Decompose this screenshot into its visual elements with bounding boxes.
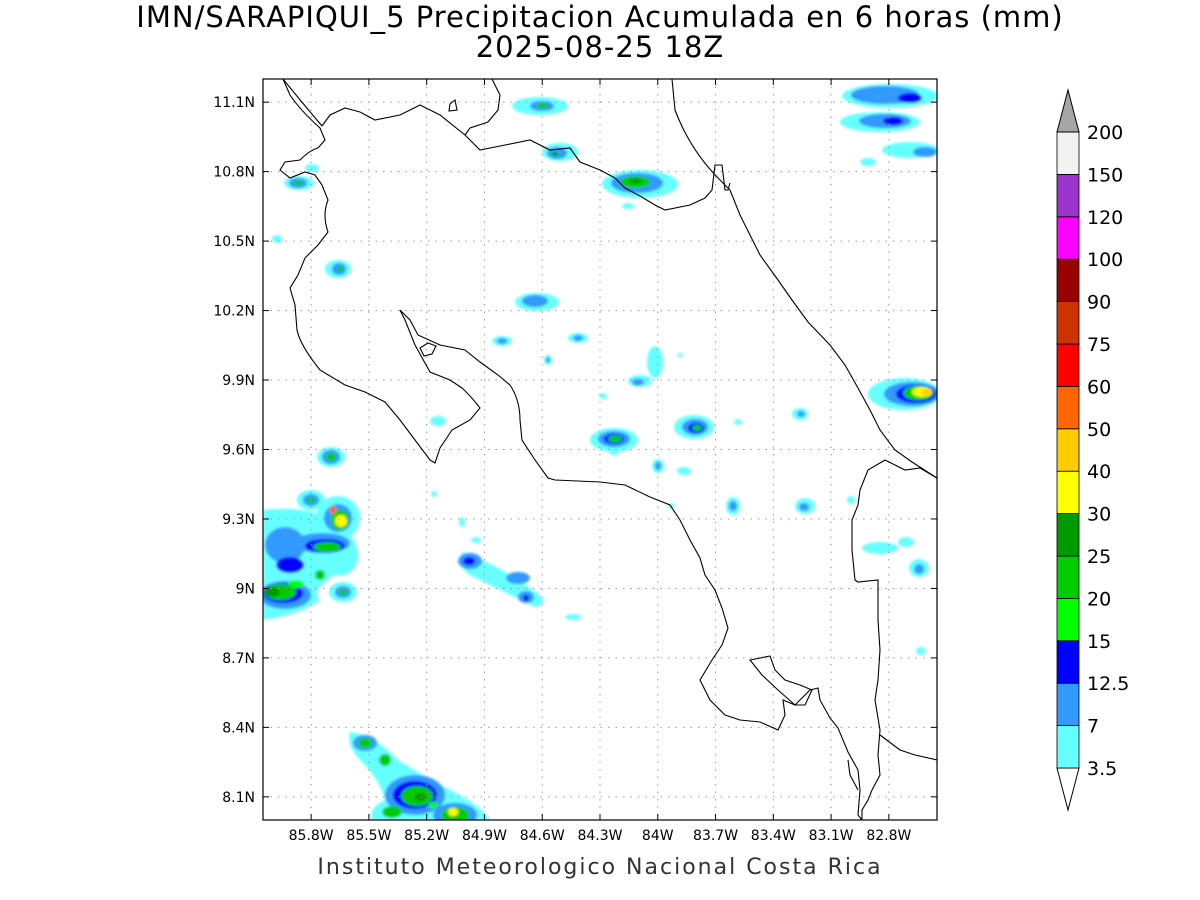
lon-tick-label: 85.8W	[289, 828, 334, 844]
colorbar-box	[1056, 682, 1080, 727]
colorbar-box	[1056, 555, 1080, 599]
precip-cell	[590, 428, 638, 455]
precip-cell	[674, 408, 808, 439]
lat-tick-label: 8.4N	[222, 720, 255, 736]
colorbar-label: 12.5	[1087, 673, 1129, 695]
lon-tick-label: 84.3W	[577, 828, 622, 844]
map-title: IMN/SARAPIQUI_5 Precipitacion Acumulada …	[136, 0, 1064, 34]
map-valid-time: 2025-08-25 18Z	[475, 30, 725, 64]
lat-tick-label: 10.2N	[213, 304, 255, 320]
colorbar-box	[1056, 343, 1080, 387]
lat-tick-label: 9.9N	[222, 373, 255, 389]
precip-cell	[272, 164, 319, 243]
colorbar-box	[1056, 725, 1080, 769]
colorbar-label: 100	[1087, 249, 1123, 271]
colorbar-label: 50	[1087, 419, 1111, 441]
precip-cell	[458, 517, 581, 620]
colorbar-under-triangle	[1056, 767, 1080, 812]
precip-cell	[602, 170, 678, 209]
footer-credit: Instituto Meteorologico Nacional Costa R…	[317, 855, 883, 880]
lon-tick-label: 85.5W	[346, 828, 391, 844]
colorbar-label: 40	[1087, 461, 1111, 483]
lon-tick-label: 85.2W	[404, 828, 449, 844]
precip-cell	[349, 732, 490, 820]
colorbar-label: 30	[1087, 504, 1111, 526]
lon-tick-label: 84.9W	[462, 828, 507, 844]
colorbar-label: 20	[1087, 588, 1111, 610]
colorbar-box	[1056, 640, 1080, 684]
lat-tick-label: 9N	[236, 581, 255, 597]
colorbar-box	[1056, 131, 1080, 175]
colorbar-box	[1056, 428, 1080, 472]
precip-cell	[492, 293, 588, 365]
colorbar-box	[1056, 598, 1080, 642]
colorbar-label: 150	[1087, 164, 1123, 186]
precip-cell	[868, 378, 937, 410]
lat-tick-label: 8.1N	[222, 790, 255, 806]
colorbar-over-triangle	[1056, 88, 1080, 133]
coastline-borders	[279, 79, 937, 820]
lon-tick-label: 83.1W	[809, 828, 854, 844]
lat-tick-label: 10.8N	[213, 165, 255, 181]
lon-tick-label: 83.7W	[693, 828, 738, 844]
colorbar-box	[1056, 173, 1080, 218]
colorbar-box	[1056, 258, 1080, 303]
precip-cell	[263, 490, 360, 620]
colorbar-box	[1056, 513, 1080, 557]
colorbar: 3.5 7 12.5 15 20 25 30 40 50 60 75 90 100 120 150 200	[1056, 88, 1129, 812]
lat-tick-label: 9.3N	[222, 512, 255, 528]
colorbar-label: 90	[1087, 292, 1111, 314]
lat-tick-label: 8.7N	[222, 651, 255, 667]
colorbar-label: 7	[1087, 716, 1099, 738]
colorbar-label: 200	[1087, 122, 1123, 144]
colorbar-label: 15	[1087, 631, 1111, 653]
lat-tick-label: 11.1N	[213, 95, 255, 111]
lon-tick-label: 84W	[642, 828, 674, 844]
colorbar-label: 25	[1087, 546, 1111, 568]
lon-tick-label: 83.4W	[751, 828, 796, 844]
precip-cell	[599, 346, 683, 399]
lon-tick-label: 82.8W	[866, 828, 911, 844]
colorbar-box	[1056, 470, 1080, 515]
colorbar-box	[1056, 216, 1080, 260]
precip-cell	[512, 97, 568, 115]
lat-tick-label: 9.6N	[222, 443, 255, 459]
precip-cell	[840, 84, 937, 166]
precip-cell	[317, 416, 691, 497]
colorbar-box	[1056, 301, 1080, 345]
precipitation-field	[263, 84, 937, 820]
lon-tick-label: 84.6W	[520, 828, 565, 844]
precip-cell	[325, 260, 351, 278]
colorbar-label: 75	[1087, 334, 1111, 356]
colorbar-box	[1056, 385, 1080, 430]
colorbar-label: 120	[1087, 207, 1123, 229]
lat-tick-label: 10.5N	[213, 234, 255, 250]
colorbar-label: 60	[1087, 376, 1111, 398]
map-axes: 85.8W 85.5W 85.2W 84.9W 84.6W 84.3W 84W 83.7W 83…	[213, 79, 937, 844]
precip-cell	[668, 496, 929, 655]
colorbar-label: 3.5	[1087, 758, 1117, 780]
